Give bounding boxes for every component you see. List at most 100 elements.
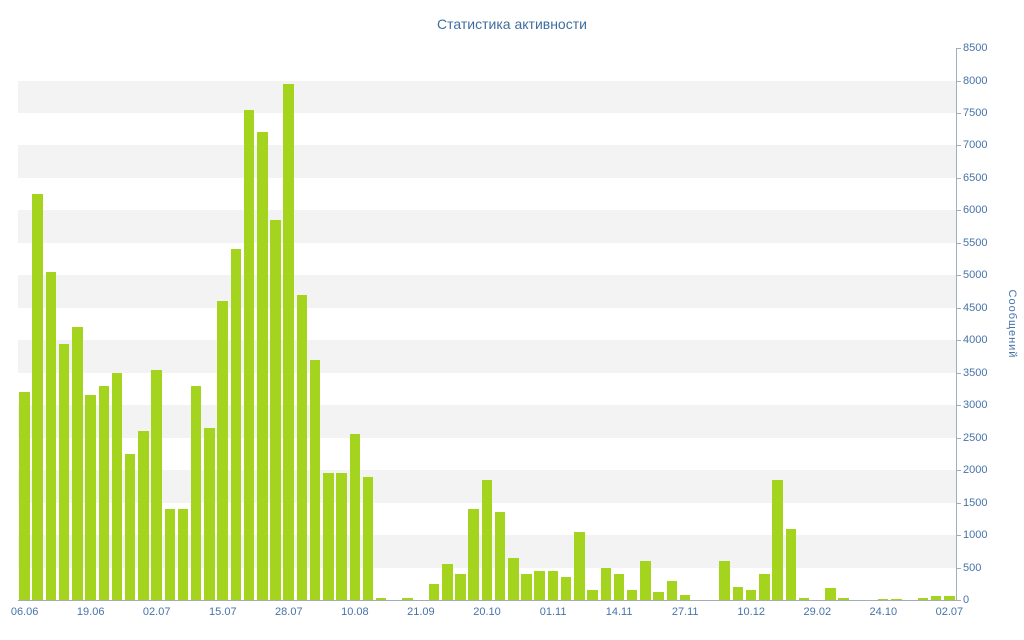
chart-bar bbox=[257, 132, 268, 600]
x-axis-tick-label: 21.09 bbox=[407, 606, 435, 618]
plot-stripe-band bbox=[18, 178, 956, 211]
y-axis-tick bbox=[956, 437, 961, 439]
y-axis-tick bbox=[956, 340, 961, 342]
chart-bar bbox=[151, 369, 162, 600]
x-axis-tick-label: 24.10 bbox=[869, 606, 898, 618]
y-axis-tick-label: 5500 bbox=[963, 236, 988, 249]
plot-stripe-band bbox=[18, 243, 956, 276]
y-axis-tick bbox=[956, 48, 961, 49]
chart-bar bbox=[98, 385, 110, 600]
y-axis-tick bbox=[956, 80, 961, 82]
chart-bar bbox=[587, 590, 598, 600]
chart-bar bbox=[534, 570, 545, 600]
x-axis-tick-label: 14.11 bbox=[605, 606, 633, 618]
y-axis-tick-label: 5000 bbox=[963, 269, 988, 282]
y-axis-tick-label: 6500 bbox=[963, 171, 988, 184]
y-axis-tick bbox=[956, 210, 961, 212]
chart-bar bbox=[877, 598, 889, 600]
chart-bar bbox=[455, 574, 466, 600]
y-axis-tick-label: 8500 bbox=[963, 42, 988, 54]
y-axis-tick-label: 3000 bbox=[963, 399, 988, 412]
y-axis-tick-label: 1000 bbox=[963, 529, 988, 542]
chart-bar bbox=[613, 574, 625, 600]
chart-bar bbox=[85, 395, 96, 600]
y-axis-tick-label: 6000 bbox=[963, 204, 988, 217]
y-axis-tick-label: 3500 bbox=[963, 366, 988, 379]
chart-bar bbox=[679, 594, 691, 600]
chart-bar bbox=[138, 431, 149, 600]
chart-bar bbox=[230, 249, 242, 600]
chart-bar bbox=[666, 580, 678, 600]
chart-bar bbox=[164, 509, 176, 600]
y-axis-line bbox=[956, 48, 957, 601]
chart-bar bbox=[640, 561, 651, 600]
x-axis-tick-label: 10.08 bbox=[341, 606, 369, 618]
chart-bar bbox=[177, 509, 189, 600]
y-axis-tick bbox=[956, 177, 961, 179]
chart-bar bbox=[58, 343, 70, 600]
chart-bar bbox=[45, 272, 57, 600]
y-axis-tick bbox=[956, 372, 961, 374]
chart-bar bbox=[891, 599, 902, 600]
x-axis-tick-label: 29.02 bbox=[803, 606, 832, 618]
x-axis-tick-label: 01.11 bbox=[539, 606, 567, 618]
y-axis-tick-label: 500 bbox=[963, 561, 982, 574]
plot-stripe-band bbox=[18, 340, 956, 373]
y-axis-tick bbox=[956, 567, 961, 569]
chart-bar bbox=[838, 598, 849, 600]
chart-bar bbox=[653, 592, 664, 600]
x-axis-tick-label: 02.07 bbox=[142, 606, 171, 618]
y-axis-tick-label: 7000 bbox=[963, 139, 988, 152]
chart-bar bbox=[362, 476, 374, 600]
y-axis-tick-label: 0 bbox=[963, 594, 970, 606]
plot-stripe-band bbox=[18, 308, 956, 341]
y-axis-tick bbox=[956, 145, 961, 147]
chart-bar bbox=[442, 564, 453, 600]
chart-bar bbox=[32, 194, 43, 600]
chart-bar bbox=[759, 574, 770, 600]
x-axis-tick-label: 28.07 bbox=[275, 606, 303, 618]
plot-stripe-band bbox=[18, 275, 956, 308]
chart-bar bbox=[547, 570, 559, 600]
chart-bar bbox=[336, 473, 347, 600]
chart-bar bbox=[785, 528, 797, 600]
chart-bar bbox=[402, 598, 413, 600]
chart-bar bbox=[560, 577, 572, 600]
y-axis-tick bbox=[956, 275, 961, 277]
chart-bar bbox=[825, 588, 836, 600]
chart-bar bbox=[930, 596, 942, 600]
chart-bar bbox=[574, 531, 585, 600]
chart-bar bbox=[72, 327, 83, 600]
chart-bar bbox=[19, 392, 30, 600]
x-axis-tick-label: 20.10 bbox=[473, 606, 501, 618]
chart-bar bbox=[772, 479, 783, 600]
plot-stripe-band bbox=[18, 145, 956, 178]
chart-bar bbox=[600, 567, 612, 600]
chart-bar bbox=[508, 557, 519, 600]
y-axis-tick bbox=[956, 502, 961, 504]
y-axis-tick bbox=[956, 470, 961, 472]
y-axis-tick-label: 7500 bbox=[963, 106, 988, 119]
chart-bar bbox=[204, 427, 215, 600]
chart-bar bbox=[626, 590, 638, 600]
chart-bar bbox=[481, 479, 493, 600]
chart-bar bbox=[468, 509, 479, 600]
x-axis-tick-label: 27.11 bbox=[671, 606, 699, 618]
chart-bar bbox=[521, 574, 532, 600]
x-axis-tick-label: 06.06 bbox=[10, 606, 39, 618]
chart-title: Статистика активности bbox=[437, 16, 587, 32]
chart-bar bbox=[732, 587, 744, 600]
chart-bar bbox=[323, 473, 334, 600]
chart-bar bbox=[375, 598, 387, 600]
chart-bar bbox=[124, 453, 136, 600]
y-axis-tick bbox=[956, 405, 961, 407]
plot-stripe-band bbox=[18, 80, 956, 113]
y-axis-title: Сообщений bbox=[1006, 289, 1018, 359]
chart-bar bbox=[283, 83, 294, 600]
plot-stripe-band bbox=[18, 210, 956, 243]
y-axis-tick bbox=[956, 242, 961, 244]
chart-bar bbox=[428, 583, 440, 600]
chart-bar bbox=[309, 359, 321, 600]
plot-stripe-band bbox=[18, 405, 956, 438]
